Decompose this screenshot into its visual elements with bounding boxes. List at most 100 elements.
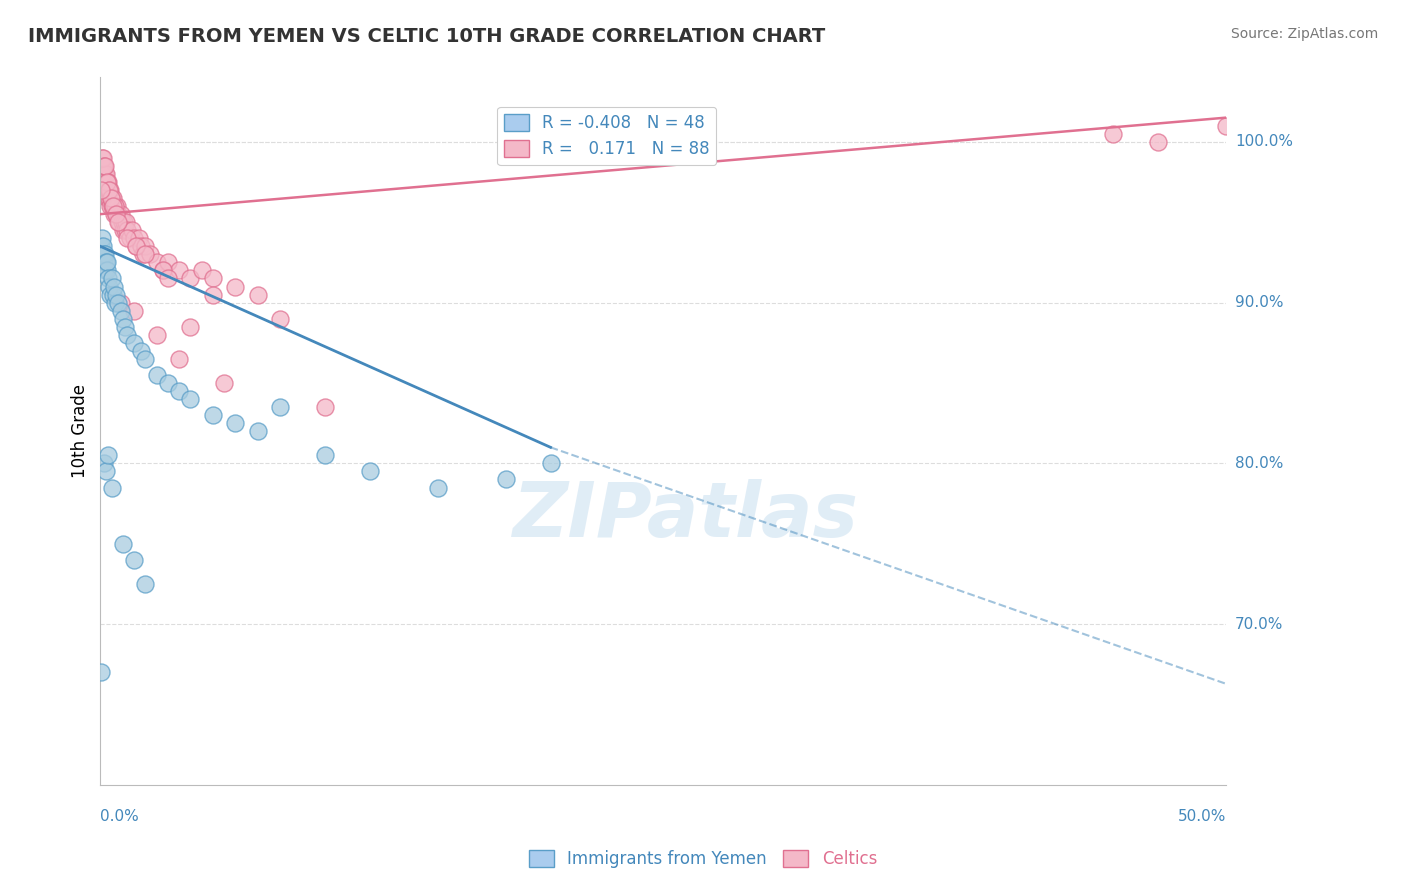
Point — [167, 263, 190, 277]
Point — [201, 287, 224, 301]
Point — [94, 263, 117, 277]
Point — [224, 279, 246, 293]
Point — [94, 247, 117, 261]
Point — [134, 577, 156, 591]
Point — [145, 368, 167, 382]
Point — [190, 263, 212, 277]
Point — [90, 183, 112, 197]
Point — [91, 183, 114, 197]
Point — [96, 183, 118, 197]
Point — [104, 199, 127, 213]
Point — [111, 311, 134, 326]
Point — [495, 473, 517, 487]
Point — [112, 215, 135, 229]
Point — [134, 351, 156, 366]
Point — [98, 191, 121, 205]
Point — [269, 400, 291, 414]
Point — [201, 408, 224, 422]
Point — [152, 263, 174, 277]
Point — [91, 175, 114, 189]
Point — [104, 199, 127, 213]
Point — [94, 465, 117, 479]
Point — [100, 191, 122, 205]
Point — [156, 255, 179, 269]
Point — [103, 279, 125, 293]
Point — [134, 239, 156, 253]
Point — [359, 465, 381, 479]
Point — [91, 247, 114, 261]
Point — [125, 239, 148, 253]
Text: IMMIGRANTS FROM YEMEN VS CELTIC 10TH GRADE CORRELATION CHART: IMMIGRANTS FROM YEMEN VS CELTIC 10TH GRA… — [28, 27, 825, 45]
Text: 70.0%: 70.0% — [1234, 616, 1284, 632]
Point — [94, 255, 117, 269]
Point — [125, 239, 148, 253]
Text: 0.0%: 0.0% — [100, 809, 139, 824]
Point — [246, 287, 269, 301]
Y-axis label: 10th Grade: 10th Grade — [72, 384, 89, 478]
Point — [110, 303, 132, 318]
Point — [129, 343, 152, 358]
Point — [122, 553, 145, 567]
Point — [167, 384, 190, 398]
Point — [94, 183, 117, 197]
Point — [103, 207, 125, 221]
Point — [1102, 127, 1125, 141]
Point — [100, 271, 122, 285]
Point — [93, 175, 115, 189]
Text: ZIPatlas: ZIPatlas — [513, 479, 859, 553]
Point — [139, 247, 162, 261]
Point — [108, 215, 131, 229]
Point — [98, 183, 121, 197]
Point — [114, 319, 136, 334]
Point — [104, 207, 127, 221]
Point — [1147, 135, 1170, 149]
Point — [94, 175, 117, 189]
Point — [212, 376, 235, 390]
Point — [91, 151, 114, 165]
Point — [97, 183, 120, 197]
Point — [94, 159, 117, 173]
Point — [128, 231, 150, 245]
Point — [117, 231, 139, 245]
Point — [91, 239, 114, 253]
Text: 90.0%: 90.0% — [1234, 295, 1284, 310]
Text: 50.0%: 50.0% — [1177, 809, 1226, 824]
Point — [94, 167, 117, 181]
Point — [129, 239, 152, 253]
Point — [104, 295, 127, 310]
Point — [101, 199, 124, 213]
Point — [96, 255, 118, 269]
Point — [97, 175, 120, 189]
Point — [98, 199, 121, 213]
Point — [97, 191, 120, 205]
Point — [97, 183, 120, 197]
Point — [101, 287, 124, 301]
Point — [100, 481, 122, 495]
Point — [122, 335, 145, 350]
Point — [114, 223, 136, 237]
Point — [110, 295, 132, 310]
Point — [111, 537, 134, 551]
Point — [96, 263, 118, 277]
Point — [91, 151, 114, 165]
Point — [96, 175, 118, 189]
Point — [246, 424, 269, 438]
Point — [314, 449, 336, 463]
Point — [179, 392, 201, 406]
Point — [1215, 119, 1237, 133]
Point — [115, 215, 138, 229]
Point — [111, 223, 134, 237]
Text: 80.0%: 80.0% — [1234, 456, 1284, 471]
Point — [97, 271, 120, 285]
Point — [314, 400, 336, 414]
Point — [107, 207, 129, 221]
Point — [118, 231, 141, 245]
Point — [540, 457, 562, 471]
Point — [93, 159, 115, 173]
Point — [134, 247, 156, 261]
Point — [105, 207, 128, 221]
Point — [117, 223, 139, 237]
Point — [101, 191, 124, 205]
Point — [93, 167, 115, 181]
Point — [156, 376, 179, 390]
